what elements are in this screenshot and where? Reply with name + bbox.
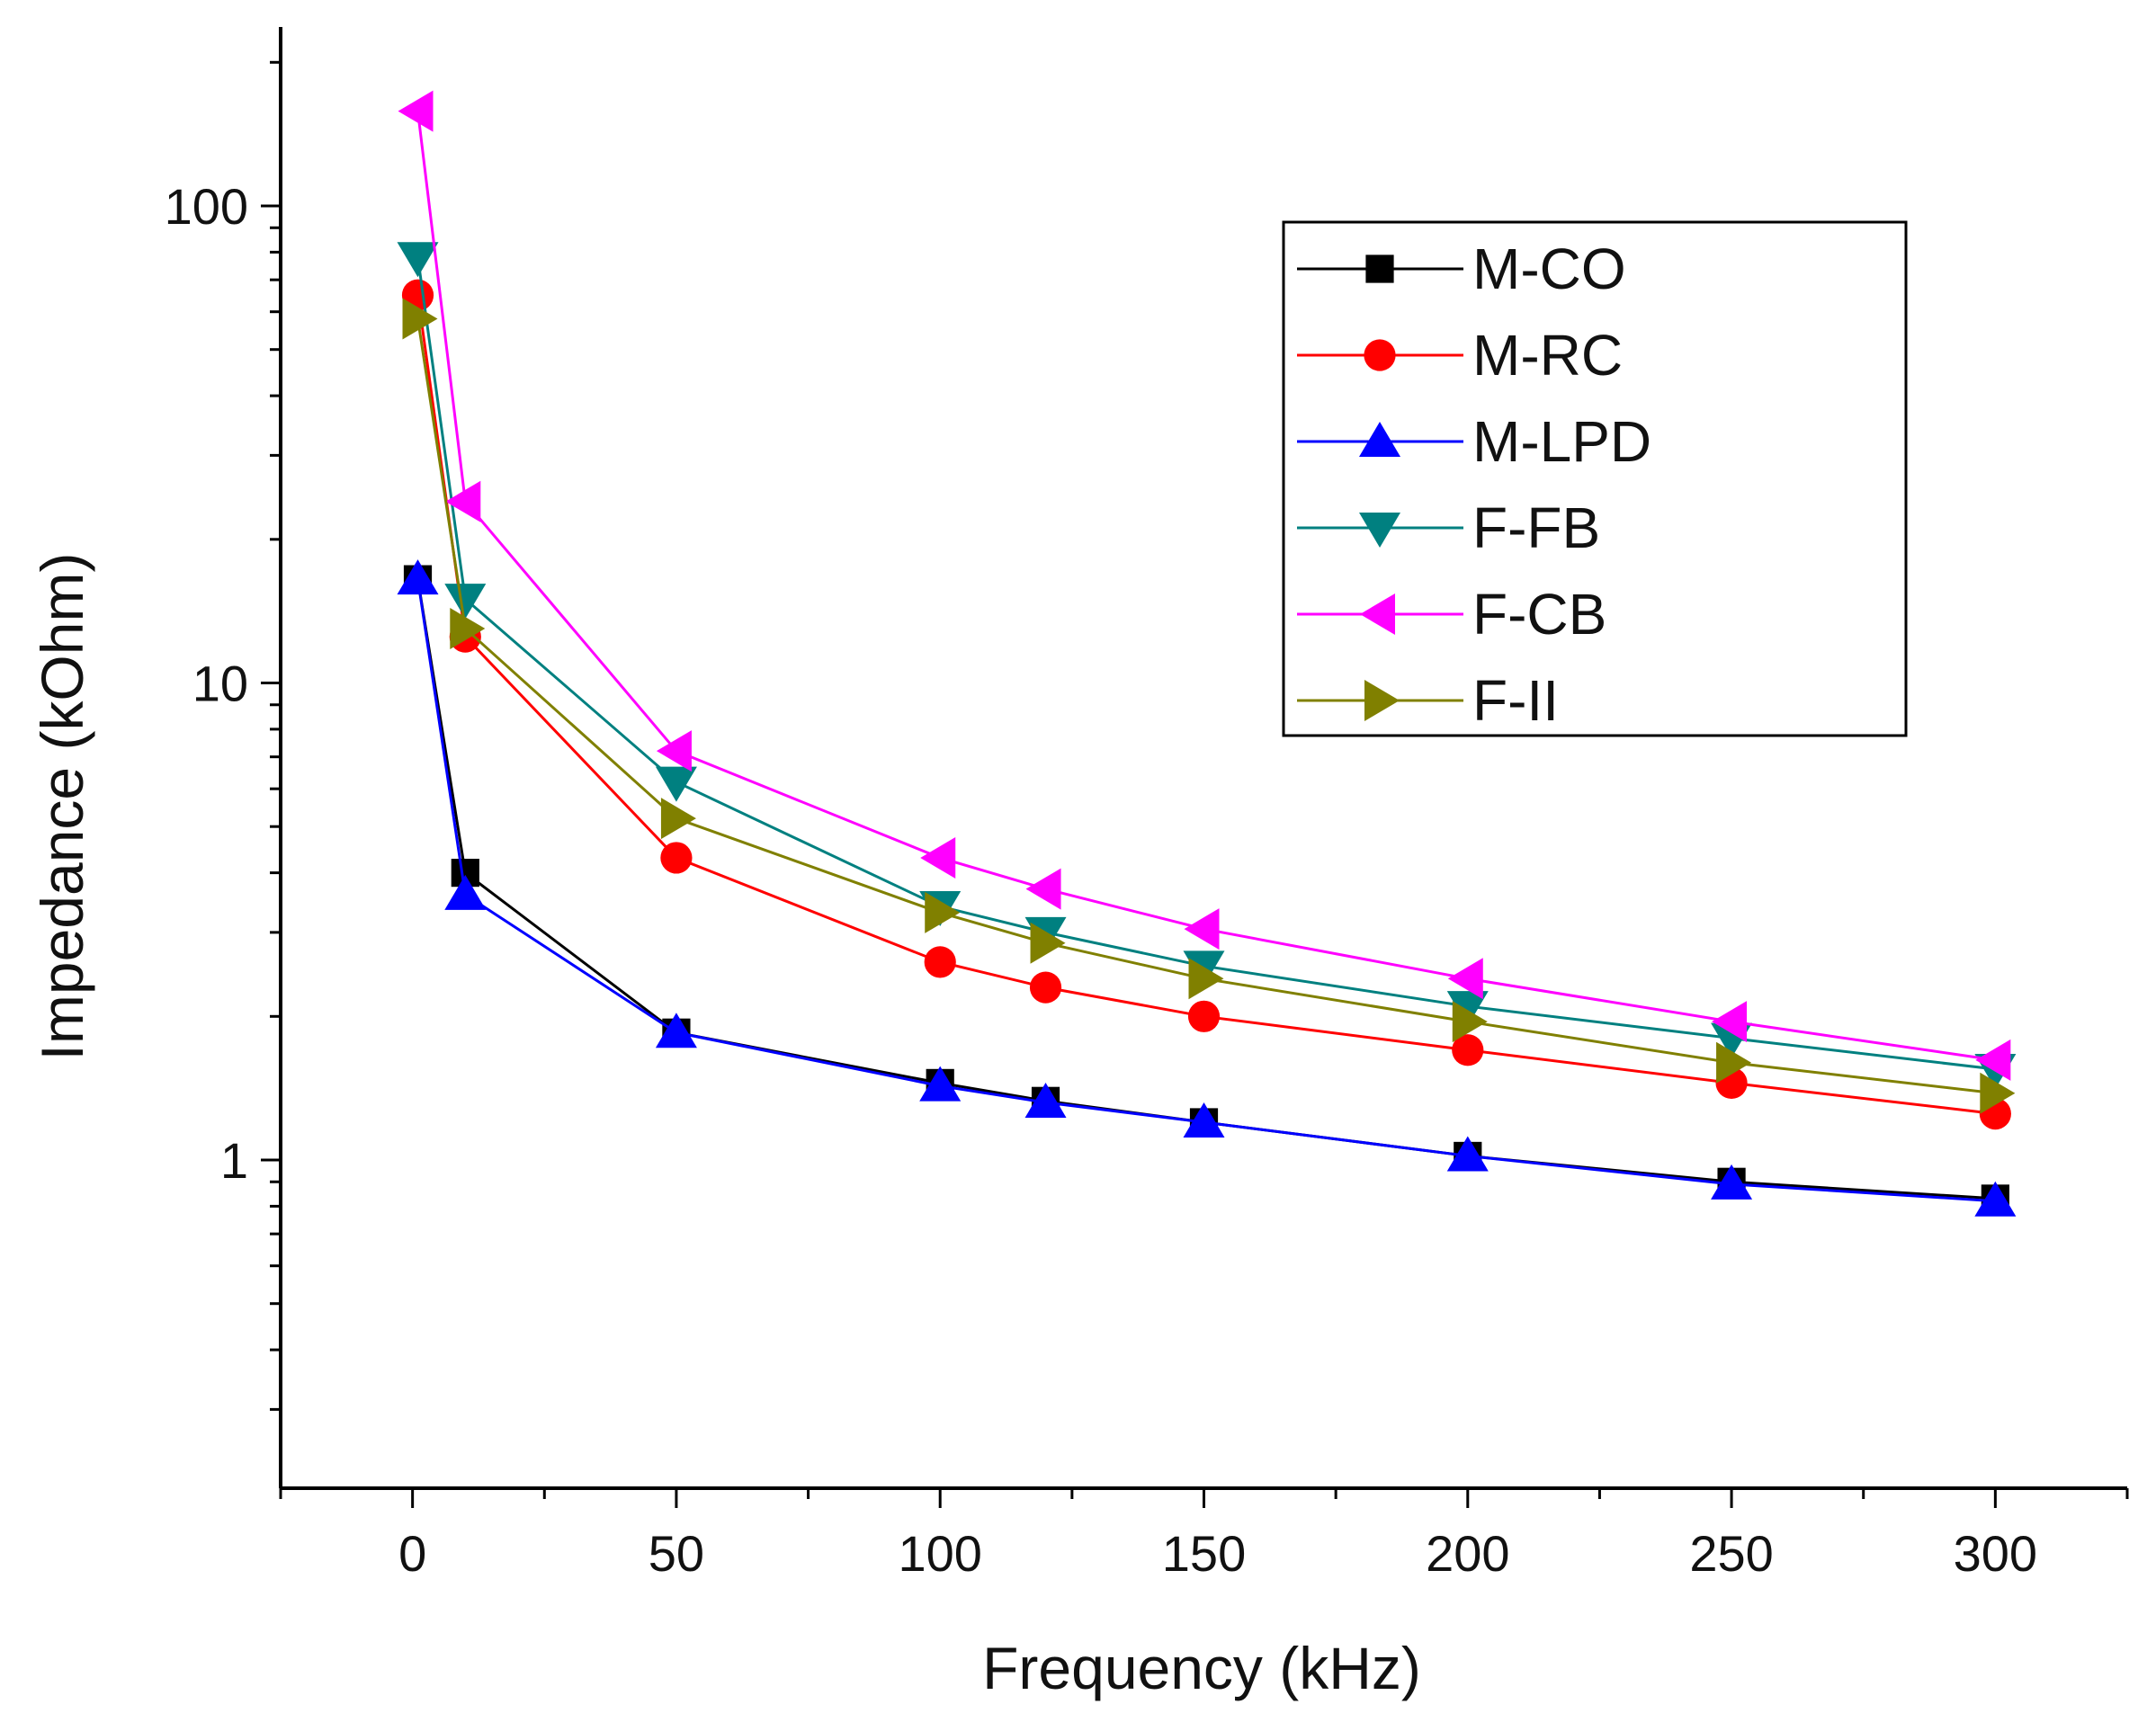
data-point-m-lpd — [655, 1013, 697, 1048]
data-point-f-cb — [920, 836, 956, 879]
series-f-cb — [398, 90, 2011, 1081]
data-point-m-rc — [1187, 1000, 1221, 1032]
legend-layer: M-CO M-RC M-LPD F-FB F-CB F-II — [1282, 220, 1908, 737]
data-point-m-lpd — [1024, 1083, 1067, 1119]
legend-label-f-cb: F-CB — [1472, 582, 1606, 647]
axes-layer: 0 50 100 150 200 250 300 1 10 100 — [165, 27, 2129, 1582]
data-point-f-cb — [445, 480, 481, 522]
data-point-m-lpd — [444, 874, 487, 910]
legend-marker-m-co — [1365, 254, 1394, 283]
legend-item-f-cb: F-CB — [1297, 582, 1606, 647]
data-point-m-lpd — [1974, 1181, 2017, 1217]
y-tick-label: 100 — [165, 178, 248, 235]
legend-label-m-rc: M-RC — [1472, 323, 1623, 388]
data-point-f-fb — [655, 766, 697, 802]
x-tick-label: 250 — [1689, 1525, 1773, 1582]
data-point-f-cb — [656, 730, 692, 772]
data-point-f-ii — [1030, 922, 1066, 964]
data-point-f-cb — [1447, 958, 1483, 1000]
data-point-m-rc — [924, 946, 956, 978]
data-point-f-ii — [1452, 1001, 1488, 1043]
data-point-m-lpd — [919, 1066, 962, 1102]
data-point-f-ii — [1716, 1041, 1752, 1084]
y-tick-label: 10 — [192, 656, 248, 712]
data-point-m-rc — [1452, 1034, 1484, 1066]
legend-item-m-lpd: M-LPD — [1297, 409, 1651, 474]
x-tick-label: 50 — [649, 1525, 704, 1582]
x-tick-label: 100 — [898, 1525, 981, 1582]
legend-label-m-lpd: M-LPD — [1472, 409, 1651, 474]
data-point-f-fb — [397, 242, 439, 278]
data-point-m-lpd — [1711, 1164, 1753, 1200]
legend-item-m-rc: M-RC — [1297, 323, 1623, 388]
series-layer — [397, 90, 2017, 1217]
data-point-f-fb — [444, 584, 487, 620]
legend-box — [1282, 220, 1908, 737]
series-f-ii — [402, 298, 2016, 1114]
x-tick-label: 200 — [1426, 1525, 1509, 1582]
y-tick-label: 1 — [220, 1132, 248, 1189]
data-point-f-cb — [1184, 908, 1220, 950]
data-point-f-fb — [1446, 991, 1489, 1027]
series-m-lpd — [397, 559, 2017, 1217]
data-point-m-lpd — [397, 559, 439, 595]
legend-item-f-fb: F-FB — [1297, 495, 1600, 560]
data-point-m-lpd — [1446, 1136, 1489, 1172]
legend-label-m-co: M-CO — [1472, 236, 1626, 301]
legend-label-f-fb: F-FB — [1472, 495, 1600, 560]
legend-marker-f-cb — [1360, 593, 1395, 635]
data-point-f-ii — [660, 798, 696, 840]
data-point-f-ii — [450, 608, 486, 650]
x-tick-label: 0 — [398, 1525, 426, 1582]
series-m-rc — [401, 279, 2011, 1130]
data-point-f-cb — [1712, 1001, 1748, 1043]
data-point-f-ii — [1980, 1072, 2016, 1114]
data-point-f-cb — [398, 90, 434, 132]
data-point-f-cb — [1975, 1039, 2011, 1081]
y-axis-label: Impedance (kOhm) — [29, 553, 95, 1061]
legend-item-m-co: M-CO — [1297, 236, 1626, 301]
data-point-f-cb — [1025, 868, 1061, 910]
legend-marker-f-fb — [1359, 513, 1400, 548]
data-point-f-ii — [402, 298, 438, 340]
legend-label-f-ii: F-II — [1472, 668, 1559, 733]
data-point-m-rc — [660, 842, 693, 874]
legend-marker-m-lpd — [1359, 422, 1400, 457]
data-point-m-rc — [1029, 971, 1062, 1004]
legend-marker-m-rc — [1364, 339, 1396, 371]
legend-item-f-ii: F-II — [1297, 668, 1559, 733]
data-point-f-ii — [1188, 958, 1224, 1000]
data-point-m-lpd — [1183, 1102, 1225, 1138]
legend-marker-f-ii — [1364, 680, 1400, 721]
data-point-f-ii — [925, 891, 961, 933]
x-axis-label: Frequency (kHz) — [982, 1635, 1421, 1701]
x-tick-label: 150 — [1162, 1525, 1246, 1582]
x-tick-label: 300 — [1954, 1525, 2037, 1582]
